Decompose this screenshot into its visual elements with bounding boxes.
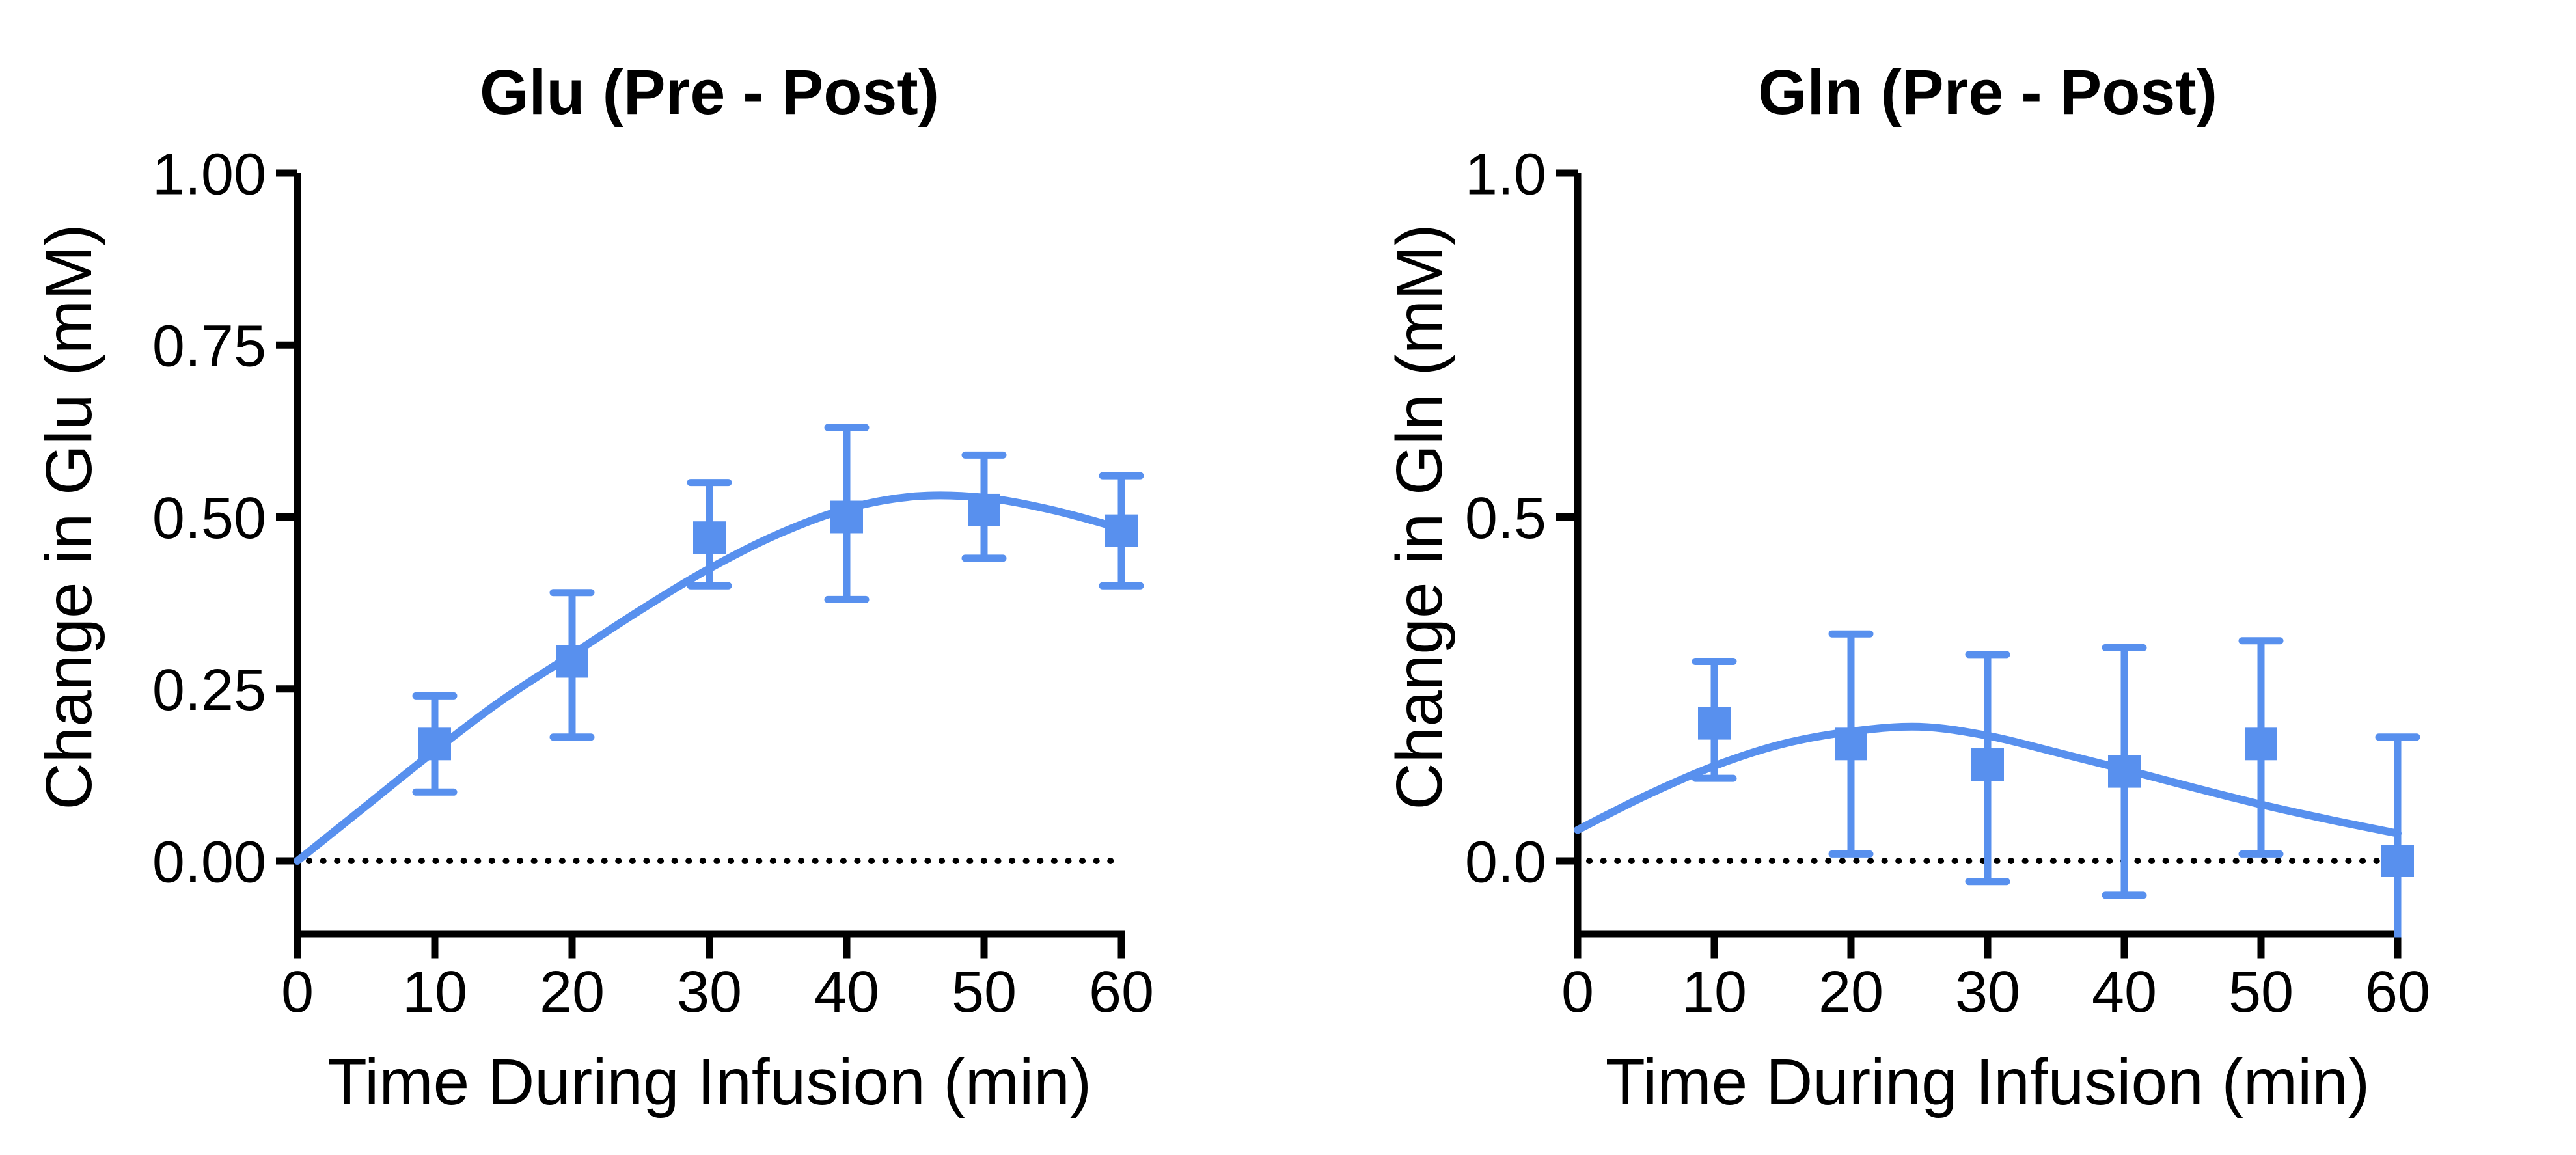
data-point-marker <box>968 493 1000 526</box>
y-tick-label: 0.50 <box>152 486 266 551</box>
y-axis-label: Change in Glu (mM) <box>33 224 105 809</box>
x-tick-label: 10 <box>402 960 467 1025</box>
x-tick-label: 40 <box>814 960 879 1025</box>
x-tick-label: 50 <box>952 960 1017 1025</box>
x-tick-label: 40 <box>2092 960 2157 1025</box>
y-tick-label: 0.5 <box>1465 486 1546 551</box>
y-tick-label: 0.25 <box>152 658 266 723</box>
y-tick-label: 0.75 <box>152 314 266 379</box>
x-axis-label: Time During Infusion (min) <box>1606 1046 2370 1119</box>
chart-panel-right: Gln (Pre - Post) Change in Gln (mM) Time D… <box>1383 57 2430 1119</box>
data-point-marker <box>2245 727 2277 761</box>
data-point-marker <box>830 500 863 534</box>
chart-panel-left: Glu (Pre - Post) Change in Glu (mM) Time D… <box>33 57 1154 1119</box>
data-point-marker <box>556 645 588 678</box>
data-point-marker <box>1698 707 1731 740</box>
x-axis-label: Time During Infusion (min) <box>327 1046 1091 1119</box>
y-tick-label: 1.0 <box>1465 142 1546 207</box>
x-tick-label: 20 <box>1818 960 1884 1025</box>
y-tick-label: 0.0 <box>1465 830 1546 895</box>
data-point-marker <box>693 521 726 554</box>
y-axis-label: Change in Gln (mM) <box>1383 224 1456 809</box>
x-tick-label: 10 <box>1682 960 1747 1025</box>
x-tick-label: 60 <box>1089 960 1154 1025</box>
y-tick-label: 0.00 <box>152 830 266 895</box>
x-tick-label: 50 <box>2228 960 2294 1025</box>
data-markers <box>1698 707 2414 877</box>
y-tick-label: 1.00 <box>152 142 266 207</box>
x-tick-label: 20 <box>540 960 605 1025</box>
panel-title: Glu (Pre - Post) <box>480 57 939 128</box>
x-tick-label: 0 <box>281 960 314 1025</box>
x-tick-label: 60 <box>2365 960 2430 1025</box>
data-point-marker <box>2381 845 2414 877</box>
data-markers <box>418 493 1138 761</box>
x-tick-label: 0 <box>1561 960 1594 1025</box>
data-point-marker <box>1971 748 2004 781</box>
x-tick-label: 30 <box>1955 960 2020 1025</box>
x-tick-label: 30 <box>677 960 742 1025</box>
data-point-marker <box>2108 755 2141 788</box>
data-point-marker <box>418 727 451 761</box>
data-point-marker <box>1835 727 1867 761</box>
data-point-marker <box>1105 514 1138 547</box>
panel-title: Gln (Pre - Post) <box>1758 57 2217 128</box>
